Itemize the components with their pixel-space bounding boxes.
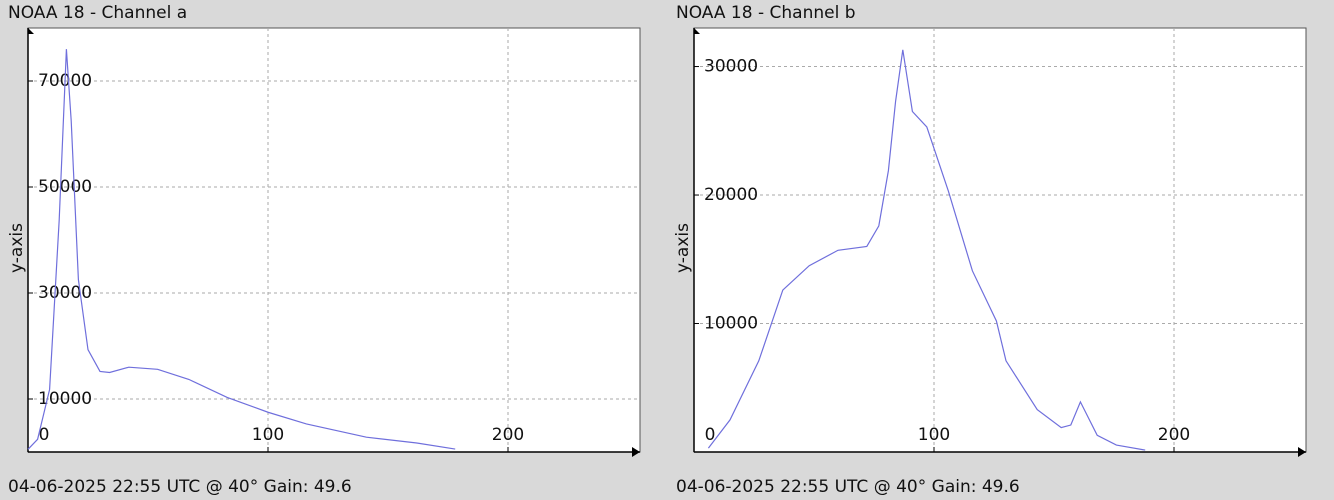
y-axis-title: y-axis	[673, 223, 693, 273]
x-tick-label: 200	[492, 425, 524, 445]
y-axis-title: y-axis	[7, 223, 27, 273]
plot-background	[27, 27, 641, 453]
footer: 04-06-2025 22:55 UTC @ 40° Gain: 49.6	[676, 477, 1020, 497]
x-axis-arrow	[632, 447, 640, 457]
x-axis-arrow	[1298, 447, 1306, 457]
x-tick-label: 100	[252, 425, 284, 445]
y-tick-label: 20000	[704, 185, 758, 205]
x-tick-label: 0	[39, 425, 50, 445]
y-tick-label: 10000	[704, 314, 758, 334]
chart-title: NOAA 18 - Channel b	[676, 3, 856, 23]
y-tick-label: 50000	[38, 177, 92, 197]
y-tick-label: 10000	[38, 389, 92, 409]
data-line	[27, 49, 456, 450]
data-line	[707, 49, 1146, 451]
x-tick-label: 0	[705, 425, 716, 445]
y-tick-label: 30000	[704, 57, 758, 77]
y-axis-arrow	[694, 28, 700, 34]
chart-title: NOAA 18 - Channel a	[8, 3, 187, 23]
x-tick-label: 100	[918, 425, 950, 445]
y-tick-label: 30000	[38, 283, 92, 303]
y-axis-arrow	[28, 28, 34, 34]
footer: 04-06-2025 22:55 UTC @ 40° Gain: 49.6	[8, 477, 352, 497]
plot-background	[693, 27, 1307, 453]
x-tick-label: 200	[1158, 425, 1190, 445]
